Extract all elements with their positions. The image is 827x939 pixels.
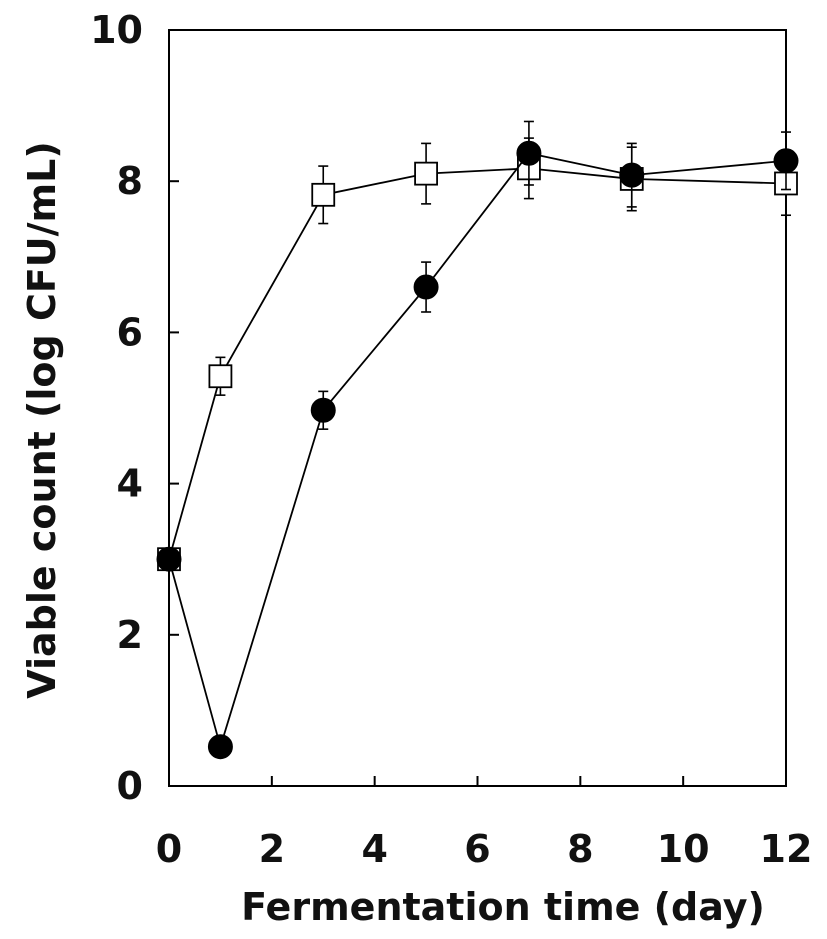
series-line (168, 167, 787, 560)
data-point (414, 161, 438, 186)
y-tick-label: 4 (117, 462, 143, 506)
x-tick-label: 10 (657, 827, 710, 871)
plot-area-frame (168, 29, 787, 787)
series-line (168, 152, 787, 750)
x-axis-label: Fermentation time (day) (241, 885, 765, 929)
x-tick-label: 0 (156, 827, 182, 871)
y-tick-label: 10 (90, 8, 143, 52)
y-tick-label: 8 (117, 159, 143, 203)
data-point (310, 397, 336, 423)
data-point (619, 162, 645, 188)
x-tick-label: 4 (361, 827, 387, 871)
y-tick-label: 2 (117, 613, 143, 657)
data-point (311, 182, 336, 207)
series-layer (156, 120, 799, 760)
x-axis-ticks: 0 2 4 6 8 10 12 (156, 776, 813, 871)
y-axis-label: Viable count (log CFU/mL) (20, 141, 64, 698)
data-point (773, 148, 799, 174)
series-1 (157, 137, 798, 572)
y-axis-ticks: 0 2 4 6 8 10 (90, 8, 179, 808)
data-point (156, 546, 182, 572)
data-point (516, 140, 542, 166)
x-tick-label: 2 (259, 827, 285, 871)
data-point (413, 274, 439, 300)
y-tick-label: 6 (117, 310, 143, 354)
x-tick-label: 8 (567, 827, 593, 871)
data-point (208, 364, 233, 389)
data-point (207, 734, 233, 760)
x-tick-label: 12 (760, 827, 813, 871)
x-tick-label: 6 (464, 827, 490, 871)
y-tick-label: 0 (117, 764, 143, 808)
series-2 (156, 120, 799, 760)
